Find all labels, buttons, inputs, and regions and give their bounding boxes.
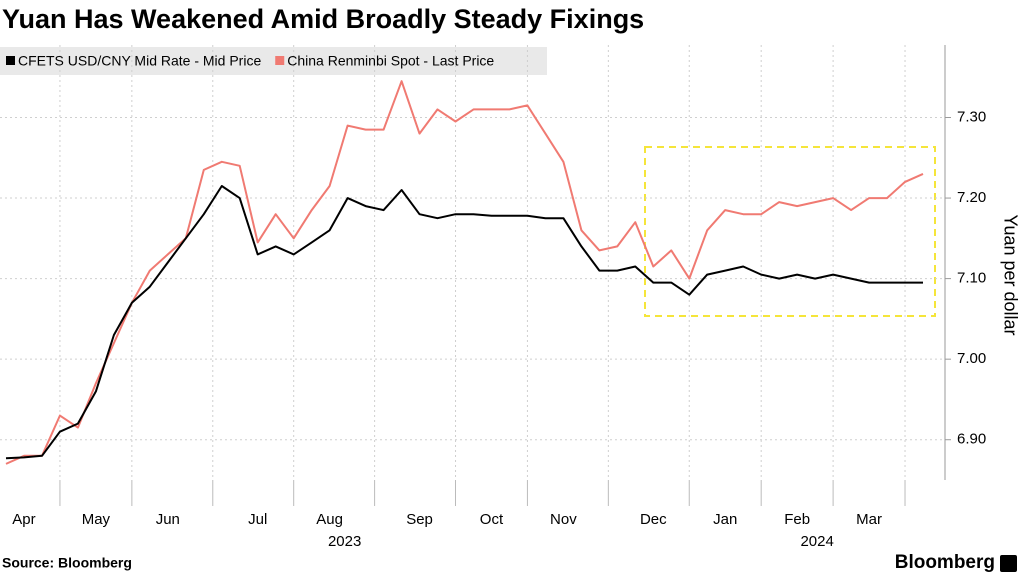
x-tick-label: Dec [640,511,667,528]
year-label: 2023 [328,533,361,550]
x-tick-label: Jan [713,511,737,528]
year-label: 2024 [800,533,833,550]
legend-swatch [275,56,285,65]
y-tick-label: 6.90 [957,431,986,448]
x-tick-label: Apr [12,511,35,528]
x-tick-label: Aug [316,511,343,528]
series-line [5,80,924,465]
x-tick-label: Oct [480,511,504,528]
highlight-box [644,146,936,317]
x-tick-label: Feb [784,511,810,528]
x-tick-label: Mar [856,511,882,528]
y-tick-label: 7.10 [957,270,986,287]
legend-label: China Renminbi Spot - Last Price [287,53,494,69]
legend-swatch [6,56,15,65]
y-tick-label: 7.00 [957,350,986,367]
y-tick-label: 7.30 [957,108,986,125]
logo-icon [1000,555,1017,572]
legend-label: CFETS USD/CNY Mid Rate - Mid Price [18,53,261,69]
x-tick-label: Jun [156,511,180,528]
brand-logo: Bloomberg [895,552,995,573]
x-tick-label: May [82,511,111,528]
y-axis-label: Yuan per dollar [1000,214,1020,335]
y-tick-label: 7.20 [957,189,986,206]
series-line [5,185,923,460]
x-tick-label: Nov [550,511,577,528]
chart-title: Yuan Has Weakened Amid Broadly Steady Fi… [2,4,644,34]
x-tick-label: Sep [406,511,433,528]
source-note: Source: Bloomberg [2,555,132,571]
x-tick-label: Jul [248,511,267,528]
